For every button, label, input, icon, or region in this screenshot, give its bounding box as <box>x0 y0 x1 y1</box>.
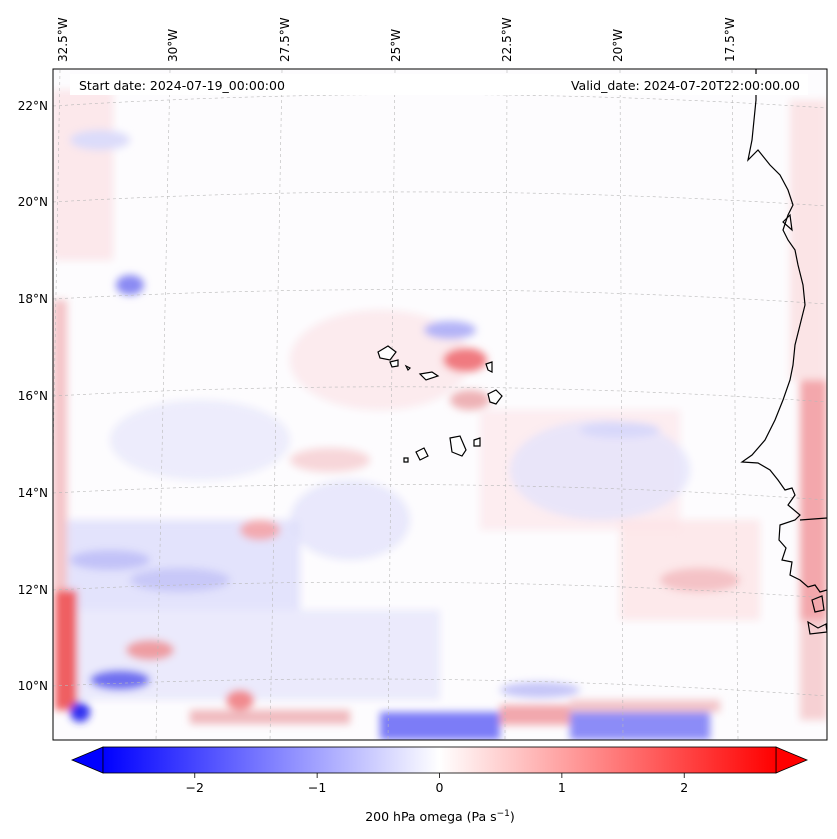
lat-label: 10°N <box>18 679 48 693</box>
colorbar-tick-label: −1 <box>308 780 326 795</box>
colorbar-tick-label: 0 <box>436 780 444 795</box>
lat-label: 14°N <box>18 486 48 500</box>
valid-date-label: Valid_date: 2024-07-20T22:00:00.00 <box>571 78 800 93</box>
lat-label: 16°N <box>18 389 48 403</box>
lon-label: 25°W <box>389 29 403 62</box>
coastline <box>740 69 827 635</box>
colorbar-extend-min <box>70 746 104 774</box>
lat-label: 12°N <box>18 583 48 597</box>
colorbar-tick-label: 2 <box>680 780 688 795</box>
colorbar-extend-max <box>775 746 809 774</box>
lon-label: 17.5°W <box>723 17 737 62</box>
cape-verde-islands <box>377 345 503 463</box>
colorbar-gradient <box>102 746 777 774</box>
start-date-label: Start date: 2024-07-19_00:00:00 <box>79 78 285 93</box>
lon-label: 32.5°W <box>56 17 70 62</box>
omega-field <box>53 69 827 740</box>
colorbar: −2 −1 0 1 2 200 hPa omega (Pa s−1) <box>70 746 809 824</box>
lon-label: 22.5°W <box>500 17 514 62</box>
lat-label: 20°N <box>18 195 48 209</box>
lat-label: 22°N <box>18 99 48 113</box>
map-frame <box>52 68 828 741</box>
graticule <box>53 69 827 740</box>
map-area: Start date: 2024-07-19_00:00:00 Valid_da… <box>52 68 828 741</box>
info-bar <box>70 74 808 95</box>
lon-label: 27.5°W <box>278 17 292 62</box>
colorbar-tick-label: −2 <box>186 780 204 795</box>
colorbar-tick-label: 1 <box>558 780 566 795</box>
lat-labels: 22°N 20°N 18°N 16°N 14°N 12°N 10°N <box>18 99 48 693</box>
lon-label: 20°W <box>611 29 625 62</box>
colorbar-title: 200 hPa omega (Pa s−1) <box>365 809 515 824</box>
lon-label: 30°W <box>166 29 180 62</box>
lat-label: 18°N <box>18 292 48 306</box>
colorbar-ticks: −2 −1 0 1 2 <box>186 773 688 795</box>
lon-labels: 32.5°W 30°W 27.5°W 25°W 22.5°W 20°W 17.5… <box>56 17 737 62</box>
